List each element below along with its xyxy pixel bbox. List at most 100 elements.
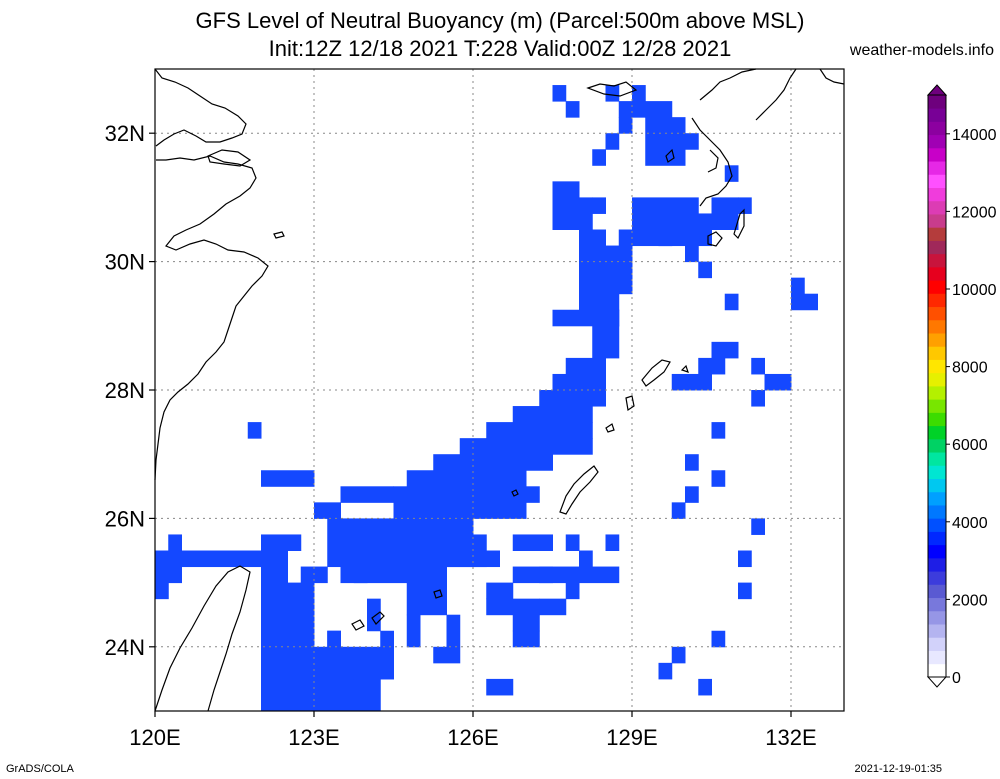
heatmap-cell <box>539 390 606 407</box>
colorbar-swatch <box>928 346 946 360</box>
heatmap-cell <box>367 598 381 632</box>
colorbar-swatch <box>928 134 946 149</box>
heatmap-cell <box>512 566 553 584</box>
heatmap-cell <box>711 470 726 487</box>
chart-subtitle: Init:12Z 12/18 2021 T:228 Valid:00Z 12/2… <box>268 36 732 61</box>
heatmap-cell <box>592 149 606 166</box>
colorbar-swatch <box>928 386 946 400</box>
heatmap-cell <box>605 534 620 551</box>
y-tick-label: 26N <box>105 506 145 531</box>
heatmap-cell <box>671 502 686 519</box>
heatmap-cell <box>658 229 673 247</box>
heatmap-cell <box>155 550 169 600</box>
heatmap-cell <box>671 646 686 664</box>
y-tick-label: 30N <box>105 250 145 275</box>
heatmap-cell <box>698 357 726 375</box>
colorbar-tick-label: 8000 <box>952 360 988 377</box>
colorbar-swatch <box>928 253 946 268</box>
colorbar-swatch <box>928 452 946 466</box>
heatmap-cell <box>459 438 593 455</box>
colorbar-swatch <box>928 280 946 294</box>
colorbar-swatch <box>928 161 946 175</box>
heatmap-cell <box>539 566 620 584</box>
colorbar-swatch <box>928 200 946 215</box>
heatmap-cell <box>685 245 699 263</box>
heatmap-cell <box>685 133 699 150</box>
colorbar-swatch <box>928 557 946 572</box>
heatmap-cell <box>618 117 633 134</box>
heatmap-cell <box>592 197 606 214</box>
colorbar-swatch <box>928 505 946 519</box>
colorbar-swatch <box>928 438 946 453</box>
colorbar-swatch <box>928 544 946 559</box>
credit-label: weather-models.info <box>849 42 994 59</box>
heatmap-cell <box>711 422 726 439</box>
colorbar-swatch <box>928 610 946 625</box>
y-tick-label: 28N <box>105 378 145 403</box>
heatmap-cell <box>261 550 288 584</box>
heatmap-cell <box>393 486 540 503</box>
heatmap-cell <box>486 582 514 600</box>
colorbar-swatch <box>928 637 946 651</box>
heatmap-cell <box>393 502 527 519</box>
y-tick-label: 24N <box>105 635 145 660</box>
heatmap-cell <box>658 662 673 680</box>
colorbar-swatch <box>928 174 946 188</box>
colorbar-swatch <box>928 121 946 136</box>
heatmap-cell <box>552 85 567 102</box>
heatmap-cell <box>579 293 620 311</box>
colorbar-tick-label: 6000 <box>952 437 988 454</box>
heatmap-cell <box>645 117 686 166</box>
heatmap-cell <box>247 422 262 439</box>
heatmap-cell <box>632 85 646 102</box>
heatmap-cell <box>512 534 553 551</box>
x-tick-label: 132E <box>765 725 816 750</box>
footer-software-label: GrADS/COLA <box>6 763 74 775</box>
heatmap-cell <box>632 197 699 214</box>
heatmap-cell <box>711 197 739 230</box>
heatmap-cell <box>738 197 752 214</box>
heatmap-cell <box>261 582 302 616</box>
heatmap-cell <box>261 534 302 551</box>
heatmap-cell <box>751 357 765 375</box>
heatmap-cell <box>565 582 580 600</box>
colorbar-tick-label: 10000 <box>952 282 997 299</box>
chart-title: GFS Level of Neutral Buoyancy (m) (Parce… <box>195 8 805 33</box>
heatmap-cell <box>738 582 752 600</box>
heatmap-cell <box>592 245 606 263</box>
colorbar-swatch <box>928 187 946 202</box>
heatmap-cell <box>645 101 673 118</box>
heatmap-cell <box>579 229 606 247</box>
colorbar-swatch <box>928 491 946 506</box>
heatmap-cell <box>711 630 726 648</box>
x-tick-label: 120E <box>129 725 180 750</box>
colorbar-swatch <box>928 584 946 599</box>
heatmap-cell <box>605 133 620 150</box>
data-cells <box>155 85 818 712</box>
heatmap-cell <box>579 550 593 568</box>
colorbar-swatch <box>928 531 946 546</box>
heatmap-cell <box>380 630 394 680</box>
colorbar-swatch <box>928 359 946 374</box>
colorbar-swatch <box>928 293 946 308</box>
heatmap-cell <box>406 470 527 487</box>
x-tick-label: 123E <box>288 725 339 750</box>
heatmap-cell <box>791 293 818 311</box>
coastlines <box>154 68 845 712</box>
heatmap-cell <box>314 502 341 519</box>
colorbar-swatch <box>928 478 946 493</box>
colorbar-tick-label: 4000 <box>952 515 988 532</box>
heatmap-cell <box>486 598 540 616</box>
y-axis: 24N 26N 28N 30N 32N <box>105 121 155 660</box>
colorbar-top-arrow <box>926 84 948 96</box>
colorbar-swatch <box>928 319 946 334</box>
heatmap-cell <box>327 630 341 648</box>
heatmap-cell <box>486 422 593 439</box>
heatmap-cell <box>579 197 593 230</box>
heatmap-cell <box>552 181 580 230</box>
heatmap-cell <box>605 309 620 327</box>
heatmap-cell <box>632 213 659 230</box>
colorbar-swatch <box>928 518 946 532</box>
colorbar: 0 2000 4000 6000 8000 10000 12000 14000 <box>926 84 997 688</box>
